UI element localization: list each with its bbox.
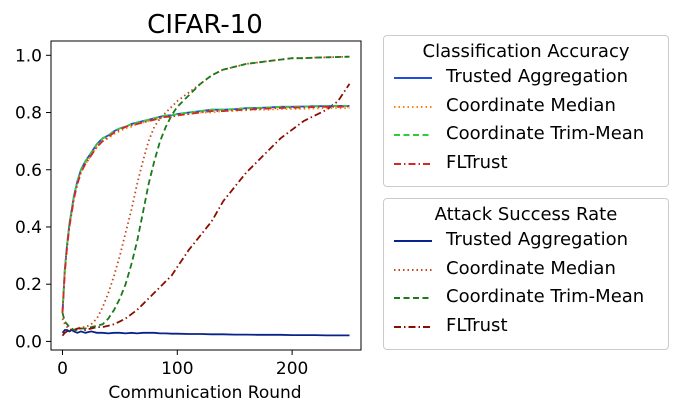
legend-label: FLTrust <box>446 151 508 173</box>
legend-label: FLTrust <box>446 314 508 336</box>
legend-label: Coordinate Median <box>446 94 616 116</box>
series-line <box>61 328 350 337</box>
y-tick-label: 0.8 <box>15 104 42 124</box>
legend-label: Coordinate Trim-Mean <box>446 123 645 144</box>
legend-entry: FLTrust <box>384 313 668 342</box>
x-tick-label: 0 <box>57 359 68 379</box>
x-tick-label: 100 <box>161 359 193 379</box>
series-line <box>61 55 350 331</box>
legend-entry: Coordinate Trim-Mean <box>384 121 668 150</box>
legend-entry: Coordinate Median <box>384 256 668 285</box>
y-tick-label: 0.6 <box>15 161 42 181</box>
legend-entry: Coordinate Median <box>384 93 668 122</box>
y-tick-label: 1.0 <box>15 46 42 66</box>
legend-swatch <box>394 105 432 108</box>
legend-classification-accuracy: Classification Accuracy Trusted Aggregat… <box>383 35 669 187</box>
legend-swatch <box>394 268 432 271</box>
legend-label: Trusted Aggregation <box>446 66 628 87</box>
plot-frame <box>50 40 362 351</box>
series-line <box>61 83 351 337</box>
y-tick-label: 0.0 <box>15 332 42 352</box>
x-axis: 0 100 200 <box>57 350 308 379</box>
y-axis: 0.0 0.2 0.4 0.6 0.8 1.0 <box>15 46 51 352</box>
legend-title: Classification Accuracy <box>422 41 630 62</box>
legend-label: Coordinate Trim-Mean <box>446 286 645 307</box>
legend-swatch <box>394 297 432 299</box>
legend-swatch <box>394 134 432 136</box>
legend-entry: FLTrust <box>384 150 668 179</box>
x-tick-label: 200 <box>276 359 308 379</box>
legend-swatch <box>394 240 432 242</box>
legend-entry: Trusted Aggregation <box>384 227 668 256</box>
series-line <box>61 105 350 313</box>
plot-lines <box>61 55 351 337</box>
y-tick-label: 0.2 <box>15 275 42 295</box>
series-line <box>61 55 350 331</box>
legend-swatch <box>394 162 432 165</box>
series-line <box>61 105 350 313</box>
legend-title: Attack Success Rate <box>434 204 618 225</box>
legend-entry: Trusted Aggregation <box>384 64 668 93</box>
x-axis-label: Communication Round <box>108 383 301 403</box>
legend-attack-success-rate: Attack Success Rate Trusted Aggregation C… <box>383 198 669 350</box>
legend-label: Trusted Aggregation <box>446 229 628 250</box>
legend-swatch <box>394 325 432 328</box>
legend-label: Coordinate Median <box>446 257 616 279</box>
legend-swatch <box>394 77 432 79</box>
y-tick-label: 0.4 <box>15 218 42 238</box>
chart-title: CIFAR-10 <box>147 10 263 40</box>
legend-entry: Coordinate Trim-Mean <box>384 284 668 313</box>
